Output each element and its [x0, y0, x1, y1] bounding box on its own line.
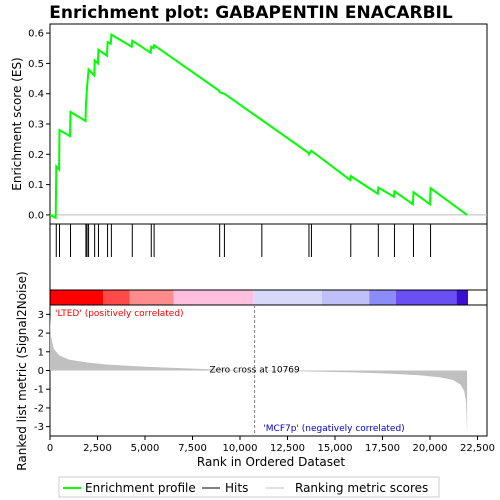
es-y-axis-label: Enrichment score (ES): [10, 57, 24, 190]
metric-y-tick-label: 1: [38, 347, 44, 358]
hits-panel: [49, 223, 488, 306]
color-bar-segment: [253, 290, 322, 305]
metric-y-tick-label: 0: [38, 366, 44, 377]
metric-y-axis: -3 -2 -1 0 1 2 3: [34, 310, 50, 433]
es-y-tick-label: 0.1: [28, 180, 44, 191]
negative-correlation-label: 'MCF7p' (negatively correlated): [263, 424, 404, 434]
es-y-tick-label: 0.3: [28, 120, 44, 131]
metric-x-axis-label: Rank in Ordered Dataset: [197, 455, 345, 469]
legend-hits-label: Hits: [225, 481, 248, 495]
metric-y-tick-label: -3: [34, 422, 44, 433]
metric-y-tick-label: -1: [34, 385, 44, 396]
legend-frame: [58, 476, 440, 498]
metric-y-tick-label: 2: [38, 329, 44, 340]
enrichment-profile-line: [49, 32, 468, 220]
chart-title: Enrichment plot: GABAPENTIN ENACARBIL: [49, 3, 453, 23]
metric-x-tick-label: 2,500: [83, 443, 112, 454]
metric-x-tick-label: 22,500: [460, 443, 495, 454]
color-bar-segment: [103, 290, 130, 305]
ranking-color-bar: [49, 289, 488, 306]
color-bar-segment: [369, 290, 396, 305]
metric-x-axis: 0 2,500 5,000 7,500 10,000 12,500 15,000 17,500…: [47, 436, 495, 454]
metric-x-tick-label: 12,500: [270, 443, 305, 454]
legend: Enrichment profile Hits Ranking metric s…: [58, 476, 440, 498]
metric-x-tick-label: 10,000: [223, 443, 258, 454]
metric-x-tick-label: 7,500: [178, 443, 207, 454]
metric-x-tick-label: 15,000: [318, 443, 353, 454]
legend-enrichment-label: Enrichment profile: [85, 481, 196, 495]
color-bar-segment: [173, 290, 254, 305]
color-bar-segment: [456, 290, 468, 305]
metric-panel: -3 -2 -1 0 1 2 3 0 2,500 5,000 7,500 10,000 12,500 1…: [15, 271, 495, 470]
color-bar-segment: [321, 290, 370, 305]
positive-correlation-label: 'LTED' (positively correlated): [55, 309, 184, 319]
es-y-tick-label: 0.5: [28, 59, 44, 70]
metric-y-tick-label: 3: [38, 310, 44, 321]
color-bar-segment: [129, 290, 174, 305]
es-panel: 0.0 0.1 0.2 0.3 0.4 0.5 0.6 Enrichment score (…: [10, 23, 488, 225]
metric-y-axis-label: Ranked list metric (Signal2Noise): [15, 271, 29, 470]
color-bar-segment: [395, 290, 457, 305]
metric-x-tick-label: 20,000: [413, 443, 448, 454]
es-y-tick-label: 0.2: [28, 150, 44, 161]
es-y-axis: 0.0 0.1 0.2 0.3 0.4 0.5 0.6: [28, 29, 50, 221]
hit-markers: [55, 224, 432, 257]
metric-x-tick-label: 5,000: [131, 443, 160, 454]
es-y-tick-label: 0.0: [28, 210, 44, 221]
es-y-tick-label: 0.6: [28, 29, 44, 40]
zero-cross-label: Zero cross at 10769: [209, 366, 300, 376]
es-y-tick-label: 0.4: [28, 89, 44, 100]
metric-y-tick-label: -2: [34, 403, 44, 414]
metric-x-tick-label: 0: [47, 443, 53, 454]
color-bar-segment: [50, 290, 104, 305]
legend-metric-label: Ranking metric scores: [295, 481, 428, 495]
metric-x-tick-label: 17,500: [365, 443, 400, 454]
